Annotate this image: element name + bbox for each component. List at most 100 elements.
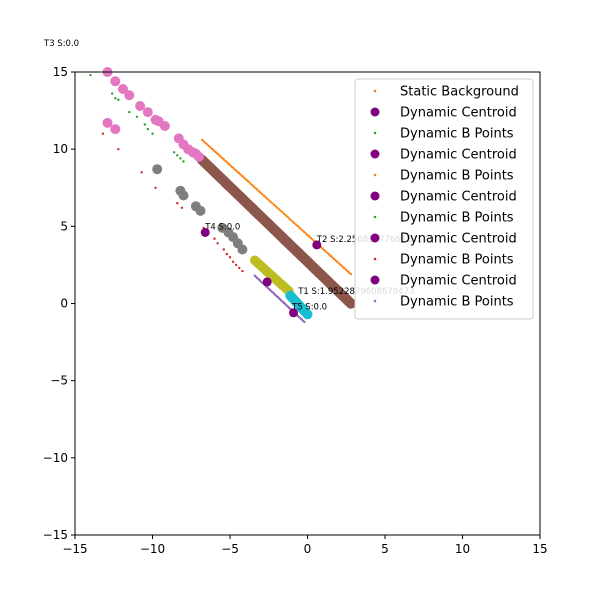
data-point: [262, 194, 266, 197]
data-point: [264, 196, 267, 199]
data-point: [346, 270, 349, 273]
data-point: [221, 156, 224, 160]
y-tick-label: 10: [53, 142, 68, 156]
data-point: [299, 227, 302, 231]
data-point: [312, 240, 322, 250]
data-point: [135, 115, 139, 119]
data-point: [269, 200, 272, 203]
y-tick-label: −10: [43, 451, 68, 465]
data-point: [235, 263, 238, 267]
data-point: [322, 248, 326, 252]
series-3: [196, 154, 357, 309]
data-point: [213, 237, 216, 240]
data-point: [117, 148, 120, 151]
data-marks: [89, 67, 357, 324]
data-point: [274, 205, 277, 208]
data-point: [212, 149, 215, 152]
y-tick-label: 0: [60, 297, 68, 311]
data-point: [329, 254, 332, 258]
legend-box: [354, 78, 534, 320]
data-point: [118, 84, 128, 94]
data-point: [296, 224, 299, 228]
data-point: [303, 320, 306, 324]
y-tick-label: 5: [60, 219, 68, 233]
data-point: [114, 97, 117, 100]
data-point: [331, 256, 334, 259]
data-point: [222, 158, 225, 161]
data-point: [173, 151, 176, 154]
data-point: [294, 223, 297, 226]
data-point: [301, 229, 304, 232]
data-point: [281, 211, 284, 214]
series-8: [285, 290, 313, 320]
data-point: [204, 141, 207, 145]
legend-marker: [373, 89, 377, 93]
series-1: [101, 132, 244, 273]
data-point: [336, 260, 339, 264]
data-point: [101, 132, 105, 135]
data-point: [232, 167, 236, 170]
data-point: [297, 226, 301, 229]
data-point: [205, 143, 209, 146]
data-point: [200, 228, 210, 237]
data-point: [291, 220, 294, 223]
legend-label: Dynamic Centroid: [400, 148, 517, 163]
data-point: [154, 186, 157, 189]
data-point: [207, 144, 210, 148]
data-point: [333, 257, 336, 261]
data-point: [214, 150, 217, 154]
data-point: [228, 256, 232, 259]
data-point: [209, 146, 212, 149]
data-point: [334, 259, 338, 262]
legend-label: Dynamic Centroid: [400, 232, 517, 247]
data-point: [249, 182, 252, 185]
annotation-label: T3 S:0.0: [43, 39, 79, 49]
data-point: [117, 98, 120, 102]
data-point: [307, 235, 311, 238]
series-4: [102, 67, 204, 162]
data-point: [338, 262, 341, 265]
x-tick-label: 10: [455, 542, 470, 556]
data-point: [194, 151, 204, 162]
legend-label: Dynamic Centroid: [400, 274, 517, 289]
data-point: [182, 160, 185, 163]
data-point: [200, 138, 204, 142]
data-point: [349, 273, 353, 276]
data-point: [178, 190, 189, 201]
data-point: [339, 263, 343, 267]
data-point: [262, 277, 272, 287]
data-point: [284, 214, 287, 217]
data-point: [142, 107, 153, 118]
data-point: [124, 90, 135, 101]
data-point: [289, 308, 298, 318]
data-point: [146, 127, 149, 131]
data-point: [304, 232, 307, 235]
data-point: [110, 76, 121, 87]
data-point: [309, 236, 312, 240]
data-point: [252, 185, 256, 188]
data-point: [143, 123, 146, 126]
legend-label: Dynamic Centroid: [400, 190, 517, 205]
data-point: [238, 266, 241, 270]
y-tick-label: −15: [43, 528, 68, 542]
data-point: [286, 215, 289, 218]
data-point: [279, 209, 282, 212]
series-6: [250, 255, 294, 297]
x-tick-label: −5: [221, 542, 239, 556]
legend-marker: [373, 257, 377, 261]
data-point: [311, 238, 314, 241]
legend-label: Dynamic Centroid: [400, 106, 517, 121]
legend-label: Dynamic B Points: [400, 253, 514, 268]
data-point: [302, 309, 313, 320]
data-point: [271, 202, 274, 205]
data-point: [215, 152, 219, 155]
data-point: [236, 170, 239, 173]
data-point: [266, 197, 269, 200]
data-point: [276, 206, 279, 209]
legend-marker: [373, 215, 377, 219]
data-point: [244, 177, 247, 181]
data-point: [210, 147, 214, 151]
data-point: [226, 161, 229, 164]
data-point: [195, 205, 206, 216]
